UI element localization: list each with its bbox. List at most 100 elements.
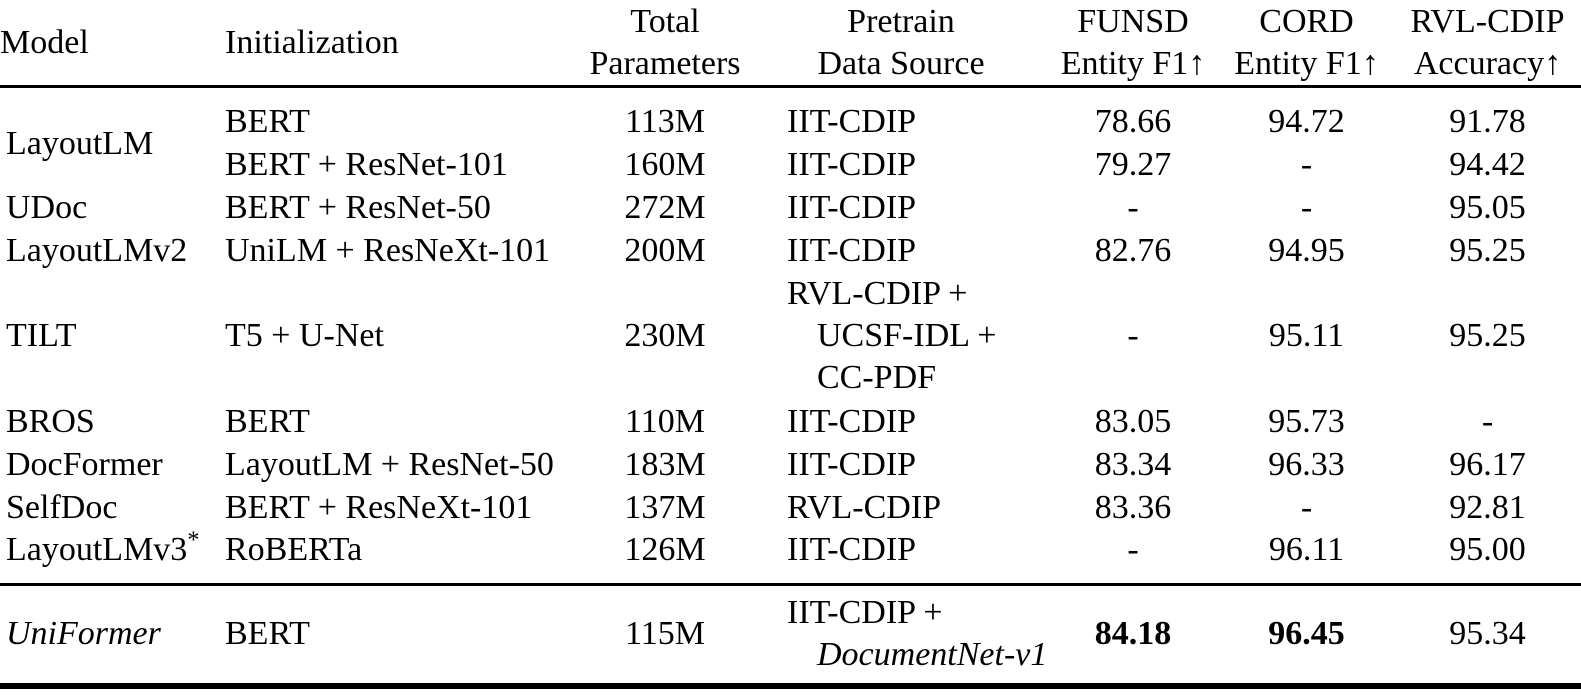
cell-rvl-cdip-accuracy: - [1481,402,1494,440]
cell-initialization: BERT + ResNet-50 [225,188,491,226]
cell-cord-f1: 94.72 [1268,103,1345,140]
cell-model: UDoc [6,188,88,226]
cell-pretrain-source: IIT-CDIP [755,186,1047,229]
cell-initialization: BERT + ResNeXt-101 [225,488,533,526]
header-rvl-cdip-line1: RVL-CDIP [1410,2,1565,40]
cell-pretrain-source: IIT-CDIP [755,229,1047,272]
header-model: Model [0,0,225,88]
cell-cord-f1: - [1300,488,1313,526]
cell-model: LayoutLM [6,124,154,162]
cell-funsd-f1: 78.66 [1094,103,1172,140]
cell-model: TILT [6,317,77,354]
cell-funsd-f1: 79.27 [1094,145,1172,183]
cell-pretrain-source: IIT-CDIP [755,400,1047,443]
cell-rvl-cdip-accuracy: 95.00 [1394,529,1581,586]
pretrain-line: IIT-CDIP [787,103,917,140]
header-rvl-cdip: RVL-CDIP Accuracy↑ [1394,0,1581,88]
pretrain-line: IIT-CDIP [787,445,917,483]
header-funsd-line1: FUNSD [1077,2,1189,40]
pretrain-line: IIT-CDIP [787,402,917,440]
table-row-docformer: DocFormer LayoutLM + ResNet-50 183M IIT-… [0,443,1581,486]
pretrain-line: DocumentNet-v1 [817,636,1048,674]
table-row-bros: BROS BERT 110M IIT-CDIP 83.05 95.73 - [0,400,1581,443]
table-row-layoutlm-1: LayoutLM BERT 113M IIT-CDIP 78.66 94.72 … [0,87,1581,162]
pretrain-line: RVL-CDIP + [787,275,968,312]
header-cord: CORD Entity F1↑ [1219,0,1394,88]
header-rvl-cdip-line2: Accuracy↑ [1413,44,1562,82]
cell-initialization: BERT [225,402,310,440]
pretrain-line: IIT-CDIP + [787,594,943,632]
cell-total-parameters: 113M [625,103,705,140]
cell-pretrain-source: IIT-CDIP + DocumentNet-v1 [755,584,1048,689]
header-funsd: FUNSD Entity F1↑ [1047,0,1219,88]
cell-initialization: T5 + U-Net [225,317,384,354]
header-cord-line1: CORD [1259,2,1354,40]
table-row-selfdoc: SelfDoc BERT + ResNeXt-101 137M RVL-CDIP… [0,486,1581,529]
cell-cord-f1: 94.95 [1268,231,1345,269]
header-initialization: Initialization [225,0,575,88]
cell-total-parameters: 126M [575,529,755,586]
cell-initialization: BERT [225,103,310,140]
pretrain-line: UCSF-IDL + [817,317,997,354]
cell-model: DocFormer [6,445,163,483]
cell-initialization: UniLM + ResNeXt-101 [225,231,551,269]
cell-funsd-f1: 83.36 [1094,488,1172,526]
cell-initialization: LayoutLM + ResNet-50 [225,445,554,483]
cell-rvl-cdip-accuracy: 95.05 [1449,188,1526,226]
cell-funsd-f1: 83.34 [1094,445,1172,483]
cell-model: SelfDoc [6,488,118,526]
cell-total-parameters: 183M [624,445,706,483]
cell-cord-f1: 96.45 [1219,584,1394,689]
table-row-layoutlmv2: LayoutLMv2 UniLM + ResNeXt-101 200M IIT-… [0,229,1581,272]
cell-funsd-f1: 82.76 [1094,231,1172,269]
model-name: LayoutLMv3 [6,531,188,568]
header-pretrain-data-source: Pretrain Data Source [755,0,1047,88]
cell-rvl-cdip-accuracy: 95.25 [1449,231,1526,269]
pretrain-line: RVL-CDIP [787,488,942,526]
cell-rvl-cdip-accuracy: 91.78 [1449,103,1526,140]
table-header-row: Model Initialization Total Parameters Pr… [0,0,1581,88]
cell-total-parameters: 230M [624,317,706,354]
pretrain-line: CC-PDF [817,359,937,396]
cell-rvl-cdip-accuracy: 92.81 [1449,488,1526,526]
cell-cord-f1: 95.11 [1268,317,1345,354]
cell-total-parameters: 160M [624,145,706,183]
header-cord-line2: Entity F1↑ [1234,44,1379,82]
cell-funsd-f1: 83.05 [1094,402,1172,440]
cell-funsd-f1: - [1127,317,1139,354]
cell-rvl-cdip-accuracy: 94.42 [1449,145,1526,183]
cell-model: BROS [6,402,95,440]
cell-total-parameters: 272M [624,188,706,226]
cell-funsd-f1: 84.18 [1047,584,1219,689]
cell-pretrain-source: IIT-CDIP [755,87,1047,144]
cell-pretrain-source: RVL-CDIP [755,486,1047,529]
table-row-uniformer: UniFormer BERT 115M IIT-CDIP + DocumentN… [0,584,1581,689]
header-pretrain-line1: Pretrain [847,2,955,40]
header-total-parameters-line1: Total [630,2,700,40]
cell-initialization: BERT + ResNet-101 [225,145,508,183]
model-asterisk: * [187,527,200,554]
cell-total-parameters: 115M [575,584,755,689]
cell-funsd-f1: - [1127,188,1139,226]
header-pretrain-line2: Data Source [817,44,985,82]
table-row-tilt: TILT T5 + U-Net 230M RVL-CDIP + UCSF-IDL… [0,272,1581,400]
cell-cord-f1: 96.11 [1219,529,1394,586]
cell-total-parameters: 137M [624,488,706,526]
cell-cord-f1: - [1300,145,1313,183]
cell-initialization: RoBERTa [225,529,575,586]
cell-pretrain-source: IIT-CDIP [755,529,1047,586]
table-row-udoc: UDoc BERT + ResNet-50 272M IIT-CDIP - - … [0,186,1581,229]
cell-pretrain-source: IIT-CDIP [755,443,1047,486]
cell-cord-f1: 95.73 [1268,402,1345,440]
cell-rvl-cdip-accuracy: 95.34 [1394,584,1581,689]
cell-cord-f1: 96.33 [1268,445,1345,483]
cell-pretrain-source: RVL-CDIP + UCSF-IDL + CC-PDF [755,272,1047,400]
pretrain-line: IIT-CDIP [787,231,917,269]
cell-initialization: BERT [225,584,575,689]
cell-funsd-f1: - [1047,529,1219,586]
cell-model: LayoutLMv2 [6,231,188,269]
cell-model: UniFormer [0,584,225,689]
table-row-layoutlm-2: BERT + ResNet-101 160M IIT-CDIP 79.27 - … [0,143,1581,186]
pretrain-line: IIT-CDIP [787,531,917,568]
